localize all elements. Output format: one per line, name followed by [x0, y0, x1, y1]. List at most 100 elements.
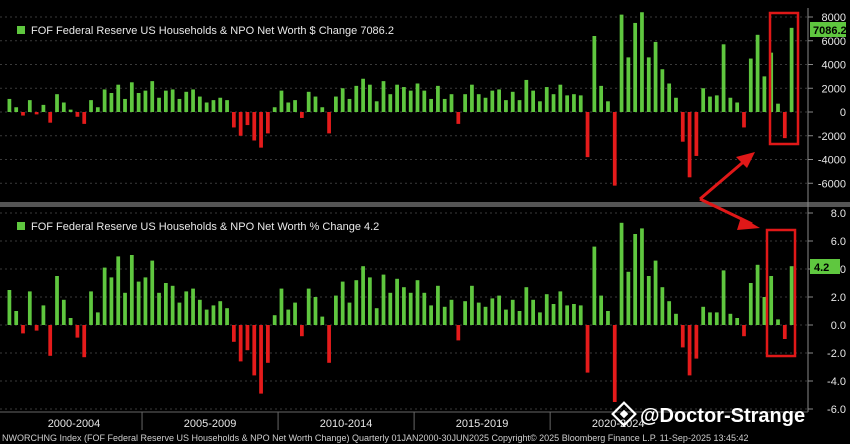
percent-change-bar — [68, 318, 73, 325]
legend-swatch — [17, 222, 25, 230]
percent-change-bar — [606, 311, 610, 325]
percent-change-bar — [497, 295, 501, 325]
percent-change-y-tick-label: 0.0 — [831, 320, 846, 332]
percent-change-bar — [748, 283, 753, 325]
dollar-change-bar — [55, 94, 59, 112]
percent-change-bar — [687, 325, 692, 376]
x-axis-period-label: 2020-2024 — [592, 418, 645, 430]
percent-change-bar — [510, 299, 515, 325]
dollar-change-bar — [776, 103, 780, 112]
arrow-down-head — [737, 217, 760, 230]
dollar-change-bar — [551, 94, 556, 112]
percent-change-bar — [612, 325, 617, 402]
dollar-change-bar — [327, 112, 331, 134]
percent-change-bar — [619, 222, 624, 325]
percent-change-bar — [667, 301, 672, 325]
percent-change-bar — [27, 291, 32, 325]
dollar-change-bar — [334, 96, 338, 112]
dollar-change-bar — [313, 96, 318, 112]
dollar-change-bar — [340, 88, 345, 112]
dollar-change-bar — [354, 85, 359, 113]
percent-change-bar — [340, 281, 345, 325]
dollar-change-bar — [415, 83, 420, 112]
percent-change-y-tick-label: 6.0 — [831, 236, 846, 248]
percent-change-bar — [585, 325, 590, 373]
percent-change-bar — [694, 325, 699, 359]
dollar-change-bar — [89, 100, 93, 113]
watermark: @Doctor-Strange — [611, 401, 805, 427]
percent-change-bar — [470, 285, 474, 325]
watermark-text: @Doctor-Strange — [640, 405, 805, 427]
last-value-badge — [810, 259, 840, 274]
dollar-change-bar — [123, 98, 127, 112]
dollar-change-bar — [708, 96, 712, 112]
percent-change-bar — [102, 267, 107, 325]
dollar-change-bar — [735, 102, 740, 112]
dollar-change-bar — [408, 90, 413, 113]
dollar-change-bar — [436, 85, 440, 113]
dollar-change-bar — [163, 90, 168, 113]
percent-change-bar — [388, 292, 393, 325]
percent-change-bar — [436, 285, 440, 325]
percent-change-bar — [476, 302, 481, 325]
percent-change-bar — [674, 313, 678, 325]
percent-change-bar — [300, 325, 304, 337]
panel-divider — [0, 202, 850, 207]
percent-change-bar — [293, 302, 297, 325]
dollar-change-bar — [259, 112, 263, 148]
percent-change-bar — [578, 305, 583, 325]
percent-change-bar — [320, 316, 325, 325]
percent-change-bar — [129, 255, 134, 325]
dollar-change-bar — [619, 14, 624, 113]
dollar-change-bar — [225, 100, 229, 113]
percent-change-bar — [21, 325, 25, 334]
dollar-change-bar — [136, 93, 141, 112]
percent-change-bar — [123, 292, 127, 325]
dollar-change-y-tick-label: 2000 — [822, 83, 846, 95]
percent-change-bar — [48, 325, 53, 356]
percent-change-bar — [572, 304, 576, 325]
dollar-change-bar — [388, 94, 393, 112]
percent-change-bar — [327, 325, 331, 363]
percent-change-bar — [61, 299, 66, 325]
dollar-change-bar — [660, 69, 665, 112]
percent-change-bar — [735, 318, 740, 325]
percent-change-bar — [449, 299, 454, 325]
percent-change-bar — [646, 276, 651, 325]
dollar-change-y-tick-label: -4000 — [818, 155, 846, 167]
footer-text: NWORCHNG Index (FOF Federal Reserve US H… — [2, 433, 749, 443]
percent-change-bar — [708, 312, 712, 325]
dollar-change-y-axis: -6000 -4000 -2000 0 2000 4000 6000 8000 — [808, 12, 846, 190]
last-value-label: 7086.2 — [813, 25, 847, 37]
percent-change-bar — [211, 305, 216, 325]
percent-change-bar — [755, 264, 760, 325]
dollar-change-y-tick-label: 8000 — [822, 12, 846, 24]
dollar-change-bar — [252, 112, 257, 141]
pointer-arrows — [699, 152, 760, 230]
percent-change-bar — [225, 308, 229, 325]
dollar-change-bar — [170, 89, 175, 112]
dollar-change-bars — [7, 12, 794, 186]
percent-change-bar — [14, 311, 19, 325]
percent-change-bar — [238, 325, 243, 362]
dollar-change-bar — [497, 89, 501, 112]
percent-change-bar — [640, 228, 644, 325]
percent-change-bar — [653, 260, 658, 325]
dollar-change-last-value: 7086.2 — [810, 22, 847, 37]
dollar-change-bar — [95, 107, 100, 112]
percent-change-bar — [109, 277, 114, 325]
dollar-change-bar — [374, 101, 379, 112]
dollar-change-bar — [701, 88, 706, 112]
dollar-change-y-tick-label: -6000 — [818, 178, 846, 190]
percent-change-bar — [517, 311, 522, 325]
percent-change-y-tick-label: 8.0 — [831, 208, 846, 220]
percent-change-bar — [463, 301, 467, 325]
dollar-change-bar — [82, 112, 87, 124]
dollar-change-bar — [572, 94, 576, 112]
percent-change-bar — [721, 270, 726, 325]
percent-change-legend: FOF Federal Reserve US Households & NPO … — [17, 221, 379, 233]
dollar-change-panel: -6000 -4000 -2000 0 2000 4000 6000 8000 FOF Fed… — [0, 12, 847, 190]
percent-change-bar — [402, 287, 406, 325]
dollar-change-bar — [470, 84, 474, 112]
percent-change-last-value: 4.2 — [810, 259, 840, 274]
